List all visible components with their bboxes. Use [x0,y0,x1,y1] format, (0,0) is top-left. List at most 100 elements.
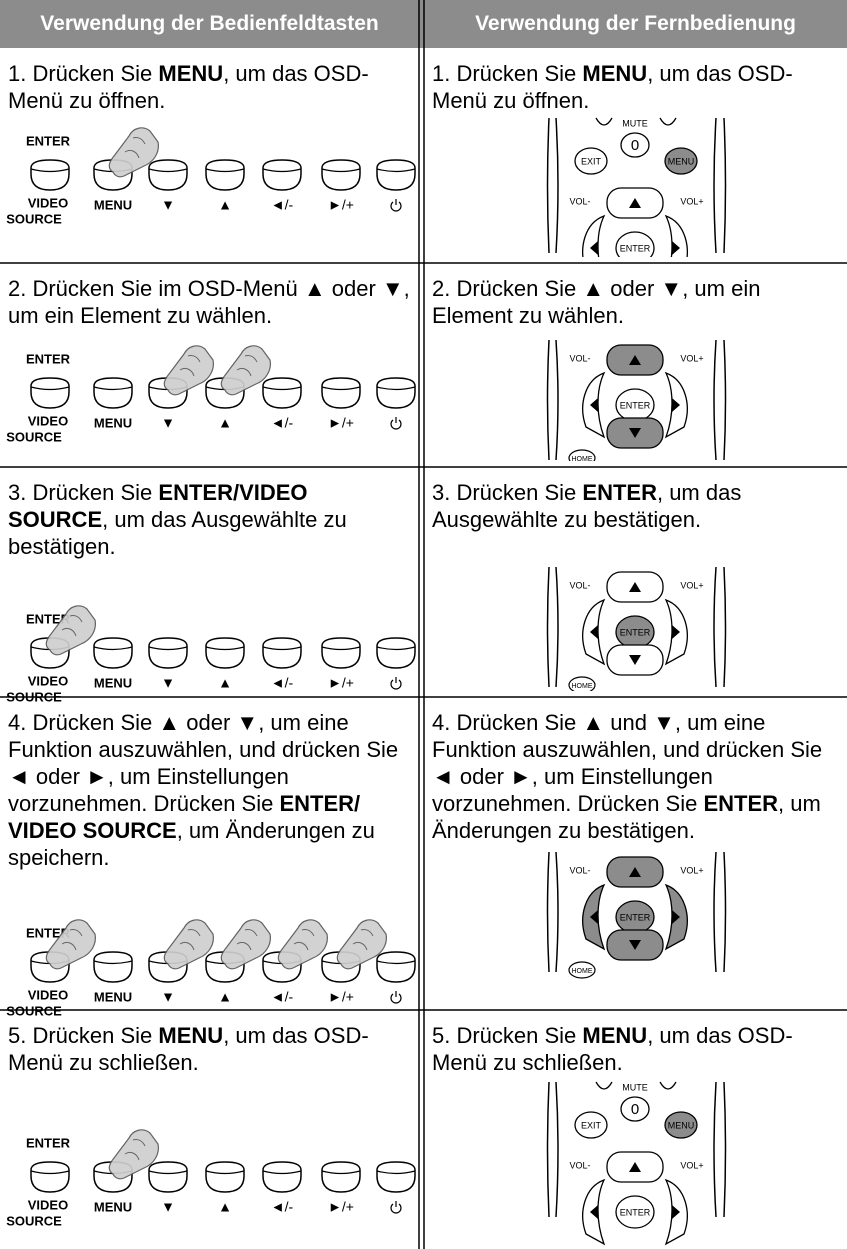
panel-button-edge [376,386,416,391]
remote: ENTER VOL- VOL+ HOME [546,851,727,979]
text: , um Änderungen zu speichern. [8,818,375,870]
remote-home [568,449,596,461]
arrow-icon [629,198,641,208]
hand-detail [61,929,83,951]
remote-enter [615,1195,655,1229]
step-text: 2. Drücken Sie ▲ oder ▼, um ein Element … [432,275,842,329]
header-right: Verwendung der Fernbedienung [475,12,796,35]
panel-button [376,951,416,983]
panel-button [262,1161,302,1193]
text: 1. Drücken Sie [8,61,159,86]
remote-label: VOL+ [680,1160,703,1170]
panel-label: MENU [94,675,132,690]
remote-label: ENTER [620,243,651,253]
bold-text: MENU [582,1023,648,1048]
text: , um Änderungen zu bestätigen. [432,791,821,843]
panel-button [93,951,133,983]
remote: ENTER VOL- VOL+ HOME [546,566,727,691]
text: 4. Drücken Sie ▲ oder ▼, um eine Funktio… [8,710,399,816]
hand-detail [293,929,315,951]
remote-edge [555,339,559,461]
remote-edge [713,1081,717,1218]
hand [336,919,387,970]
panel-button-edge [148,1170,188,1175]
power-icon [390,991,402,1004]
remote-edge [713,851,717,973]
text: , um das OSD-Menü zu öffnen. [8,61,369,113]
panel-button-edge [148,646,188,651]
remote-label: VOL+ [680,865,703,875]
panel-button [376,159,416,191]
hand-detail [124,137,146,159]
arrow-icon [629,355,641,365]
panel-label: VIDEO [28,1197,68,1212]
power-icon [390,1201,402,1214]
panel-label: ◄/- [271,989,294,1005]
text: 5. Drücken Sie [432,1023,583,1048]
panel-label: ►/+ [328,415,354,431]
panel-button [262,159,302,191]
hand [45,605,96,656]
remote-edge [546,117,550,254]
panel-button [148,159,188,191]
panel-label: ▲ [218,1199,232,1215]
arrow-icon [672,241,680,255]
panel-button-edge [262,168,302,173]
remote-zero [620,132,650,158]
arrow-icon [590,910,598,924]
panel-button-edge [205,1170,245,1175]
remote-label: VOL- [569,865,590,875]
panel-button-edge [30,1170,70,1175]
arrow-icon [590,1205,598,1219]
step-text: 4. Drücken Sie ▲ und ▼, um eine Funktion… [432,709,842,844]
remote-edge [713,339,717,461]
power-icon [390,417,402,430]
hand-shape [108,1129,159,1180]
remote-label: VOL+ [680,196,703,206]
panel-label: VIDEO [28,195,68,210]
step-text: 2. Drücken Sie im OSD-Menü ▲ oder ▼, um … [8,275,413,329]
hand-detail [61,615,83,637]
remote-edge [555,566,559,688]
remote-label: HOME [572,968,593,975]
arrow-icon [672,910,680,924]
panel-label: ▲ [218,675,232,691]
remote-edge [546,851,550,973]
hand-shape [108,127,159,178]
hand-shape [336,919,387,970]
panel-label: ▼ [161,989,175,1005]
remote-edge [713,117,717,254]
panel-button-edge [148,168,188,173]
text: 2. Drücken Sie im OSD-Menü ▲ oder ▼, um … [8,276,410,328]
hand [163,919,214,970]
remote: MUTE 0 EXIT MENU ENTER VOL- VOL+ [546,1081,727,1246]
panel-button-edge [262,1170,302,1175]
step-text: 5. Drücken Sie MENU, um das OSD-Menü zu … [8,1022,413,1076]
panel-button [148,637,188,669]
panel-label: ◄/- [271,197,294,213]
panel-label: ▲ [218,197,232,213]
panel-button-edge [376,960,416,965]
panel-button [321,637,361,669]
panel-label: ENTER [26,1135,71,1150]
bold-text: MENU [158,1023,224,1048]
remote-edge [723,566,727,688]
panel-button [205,1161,245,1193]
panel-button-edge [93,646,133,651]
panel-label: SOURCE [6,1213,62,1228]
panel-label: ◄/- [271,675,294,691]
remote-label: HOME [572,683,593,690]
panel-button-edge [376,168,416,173]
remote-label: VOL+ [680,353,703,363]
arrow-icon [629,867,641,877]
text: , um das Ausgewählte zu bestätigen. [432,480,742,532]
panel-label: ►/+ [328,1199,354,1215]
remote-exit [574,1111,608,1139]
panel-button-edge [321,646,361,651]
remote-label: ENTER [620,1207,651,1217]
step-text: 1. Drücken Sie MENU, um das OSD-Menü zu … [8,60,413,114]
panel-label: VIDEO [28,673,68,688]
panel-button [93,377,133,409]
text: 2. Drücken Sie ▲ oder ▼, um ein Element … [432,276,761,328]
remote-label: EXIT [581,156,602,166]
